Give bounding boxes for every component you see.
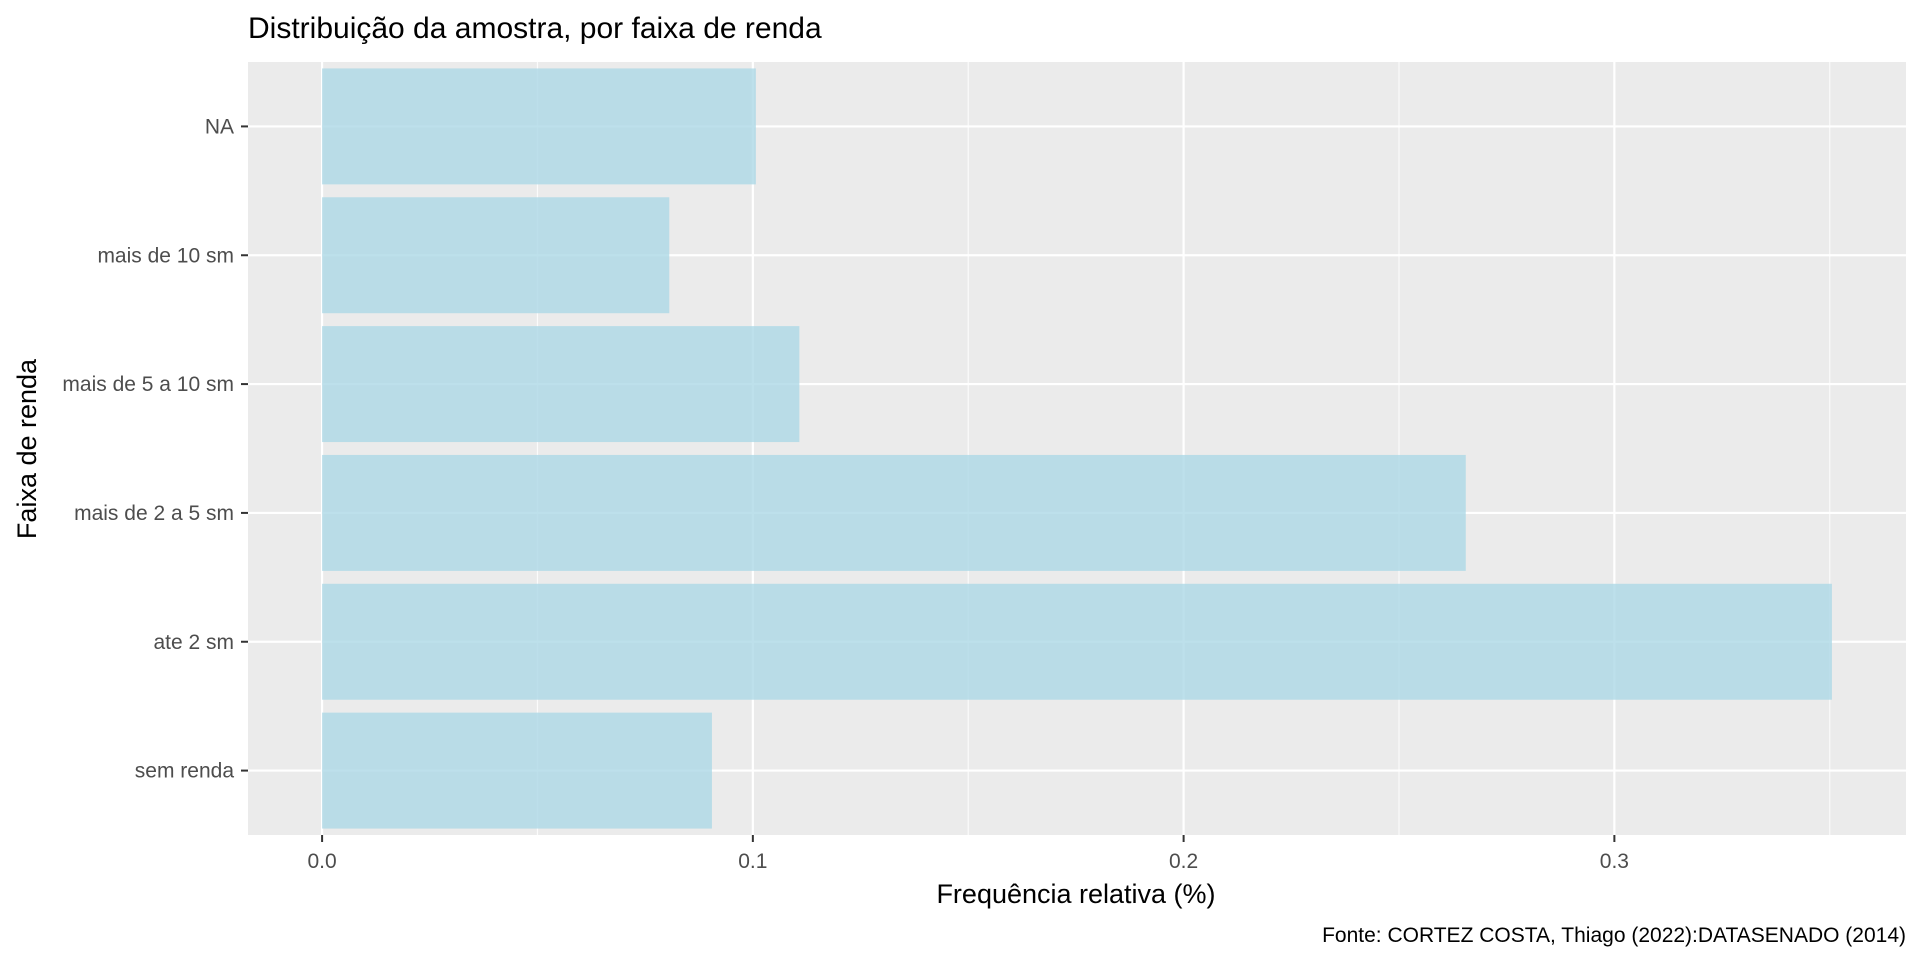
y-axis-title: Faixa de renda (12, 358, 42, 539)
y-tick-label: mais de 2 a 5 sm (74, 502, 234, 525)
plot-panel (248, 62, 1906, 835)
bar (322, 197, 670, 314)
y-tick-label: ate 2 sm (153, 631, 234, 654)
x-tick-label: 0.1 (738, 850, 767, 873)
y-tick-label: sem renda (135, 760, 235, 783)
y-tick-label: mais de 10 sm (97, 244, 234, 267)
panel-background (248, 62, 1906, 835)
x-tick-label: 0.0 (307, 850, 336, 873)
bar (322, 68, 756, 185)
x-axis-title: Frequência relativa (%) (936, 879, 1215, 909)
bar (322, 583, 1832, 700)
y-tick-label: NA (205, 115, 234, 138)
x-tick-label: 0.2 (1169, 850, 1198, 873)
bar (322, 326, 800, 443)
chart-caption: Fonte: CORTEZ COSTA, Thiago (2022):DATAS… (1322, 924, 1906, 947)
chart-title: Distribuição da amostra, por faixa de re… (248, 12, 822, 45)
y-tick-label: mais de 5 a 10 sm (62, 373, 234, 396)
bar (322, 712, 712, 829)
bars (322, 68, 1832, 829)
x-tick-label: 0.3 (1600, 850, 1629, 873)
y-axis: sem renda ate 2 sm mais de 2 a 5 sm mais de… (62, 115, 248, 783)
bar (322, 454, 1466, 571)
x-axis: 0.0 0.1 0.2 0.3 (307, 835, 1629, 873)
